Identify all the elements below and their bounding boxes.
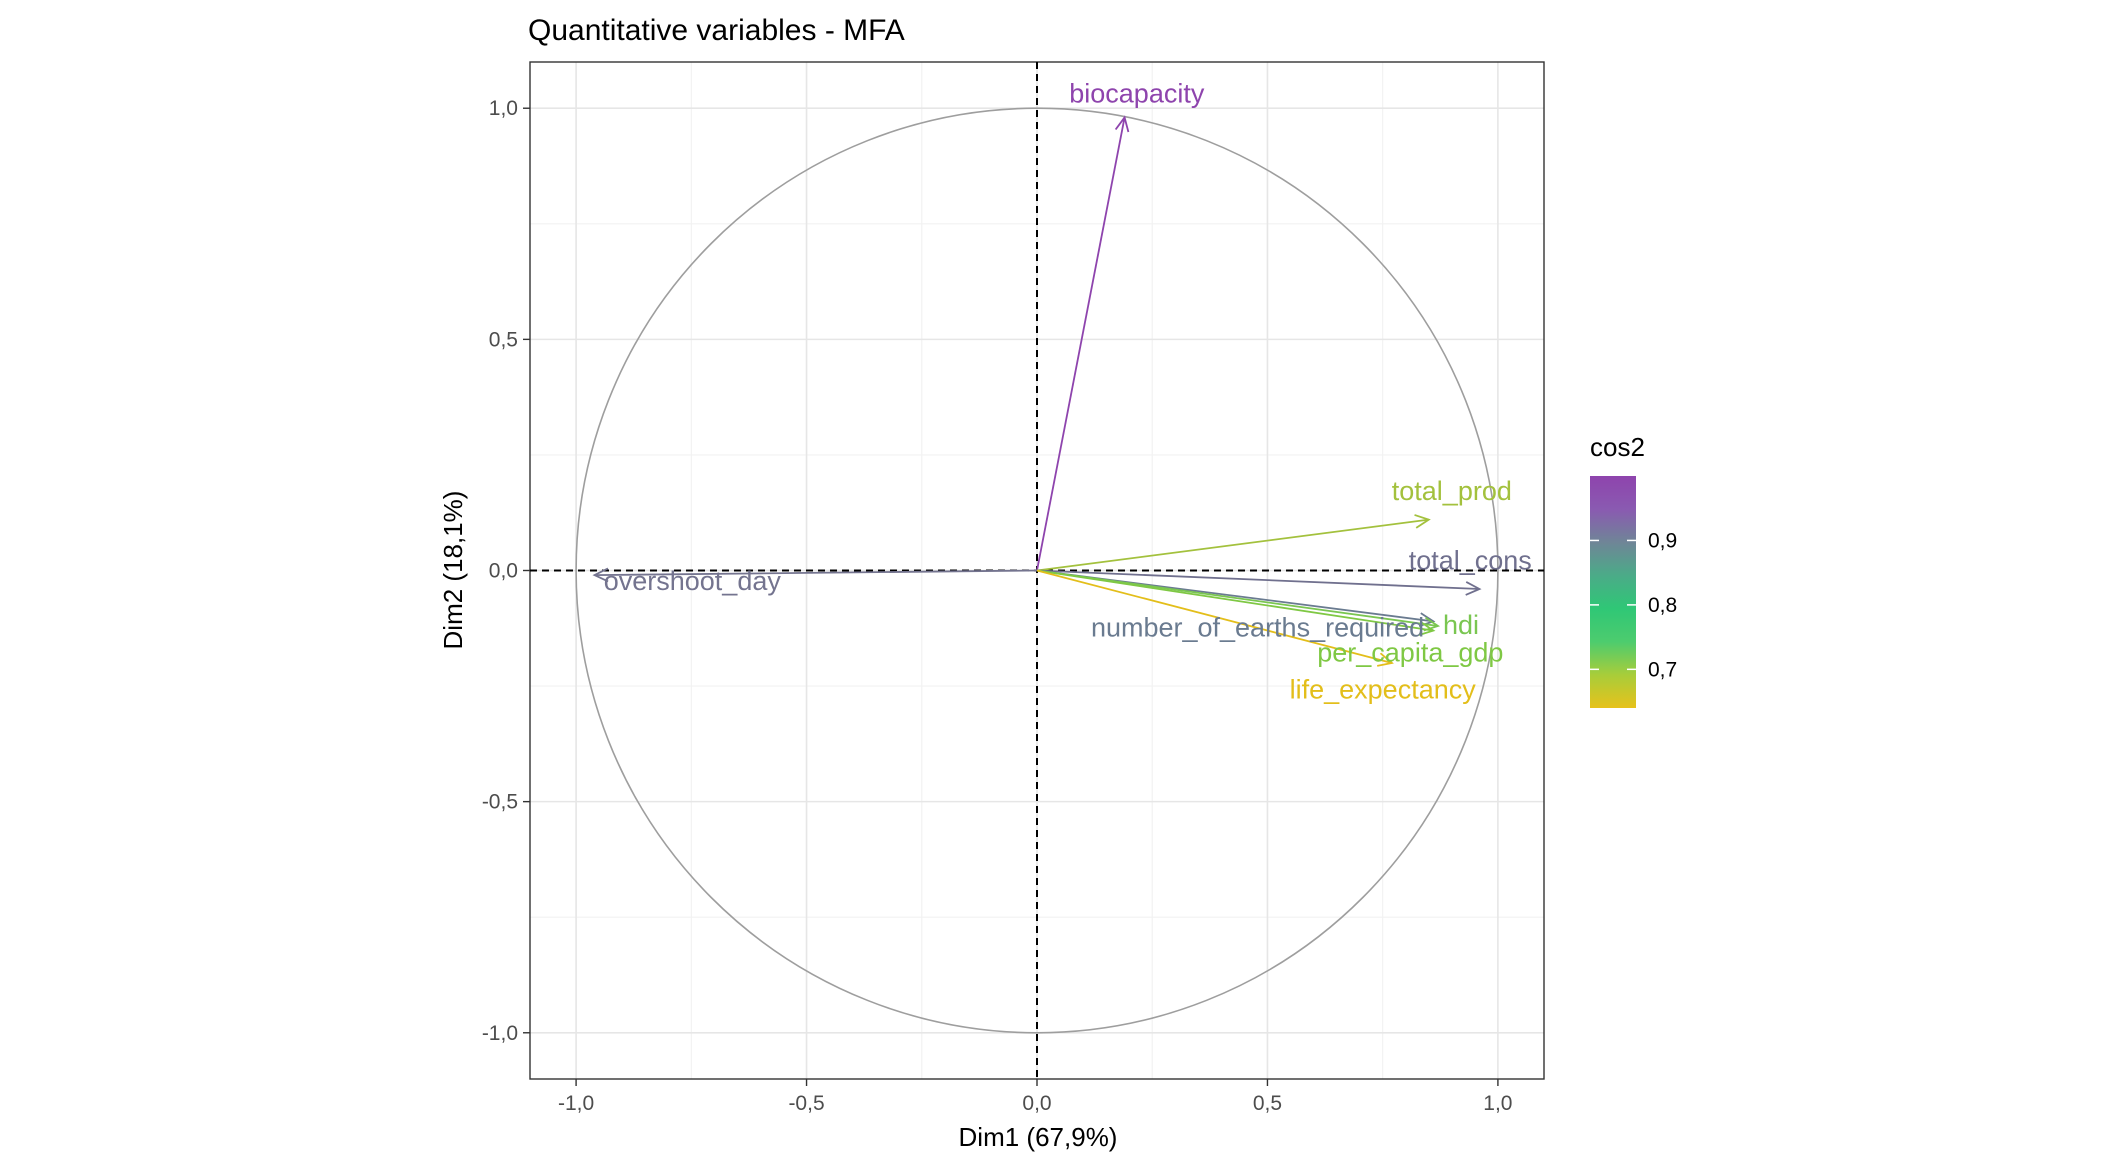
variable-label-biocapacity: biocapacity [1069,78,1205,108]
legend-tick-label: 0,8 [1648,594,1677,617]
arrowhead-overshoot_day [592,567,609,583]
arrow-life_expectancy [1036,569,1393,664]
y-tick-label: -1,0 [482,1022,518,1045]
legend: cos2 0,9 0,8 0,7 [1590,432,1677,708]
legend-colorbar [1590,476,1636,708]
arrowhead-life_expectancy [1377,652,1394,667]
variable-label-total-cons: total_cons [1409,545,1532,575]
arrowhead-total_prod [1414,514,1431,529]
legend-tick-label: 0,9 [1648,529,1677,552]
variable-label-hdi: hdi [1443,610,1479,640]
legend-tick-label: 0,7 [1648,658,1677,681]
variable-label-life-expectancy: life_expectancy [1290,675,1477,705]
x-tick-label: 0,5 [1253,1092,1282,1115]
variable-label-number-of-earths-required: number_of_earths_required [1091,612,1424,642]
arrow-total_prod [1036,518,1429,572]
variable-label-per-capita-gdp: per_capita_gdp [1317,638,1503,668]
x-tick-label: -0,5 [788,1092,824,1115]
x-tick-label: -1,0 [558,1092,594,1115]
arrowhead-total_cons [1465,581,1482,596]
variable-label-overshoot-day: overshoot_day [604,566,782,596]
legend-title: cos2 [1590,432,1645,462]
y-tick-label: 0,0 [489,560,518,583]
y-tick-label: 0,5 [489,328,518,351]
arrow-total_cons [1036,569,1480,590]
x-tick-label: 1,0 [1483,1092,1512,1115]
x-tick-label: 0,0 [1022,1092,1051,1115]
arrow-overshoot_day [594,569,1038,577]
arrowhead-biocapacity [1114,115,1130,133]
arrowhead-per_capita_gdp [1418,621,1436,636]
arrow-biocapacity [1036,117,1126,571]
y-axis-label: Dim2 (18,1%) [438,491,468,650]
arrow-per_capita_gdp [1036,569,1434,632]
correlation-circle [575,107,1499,1034]
plot-area: -1,0 -0,5 0,0 0,5 1,0 -1,0 -0,5 0,0 0,5 1,0 biocap… [482,61,1545,1115]
x-axis-label: Dim1 (67,9%) [959,1122,1118,1152]
y-tick-label: -0,5 [482,791,518,814]
y-tick-label: 1,0 [489,97,518,120]
chart-title: Quantitative variables - MFA [528,14,905,47]
variable-label-total-prod: total_prod [1392,476,1512,506]
